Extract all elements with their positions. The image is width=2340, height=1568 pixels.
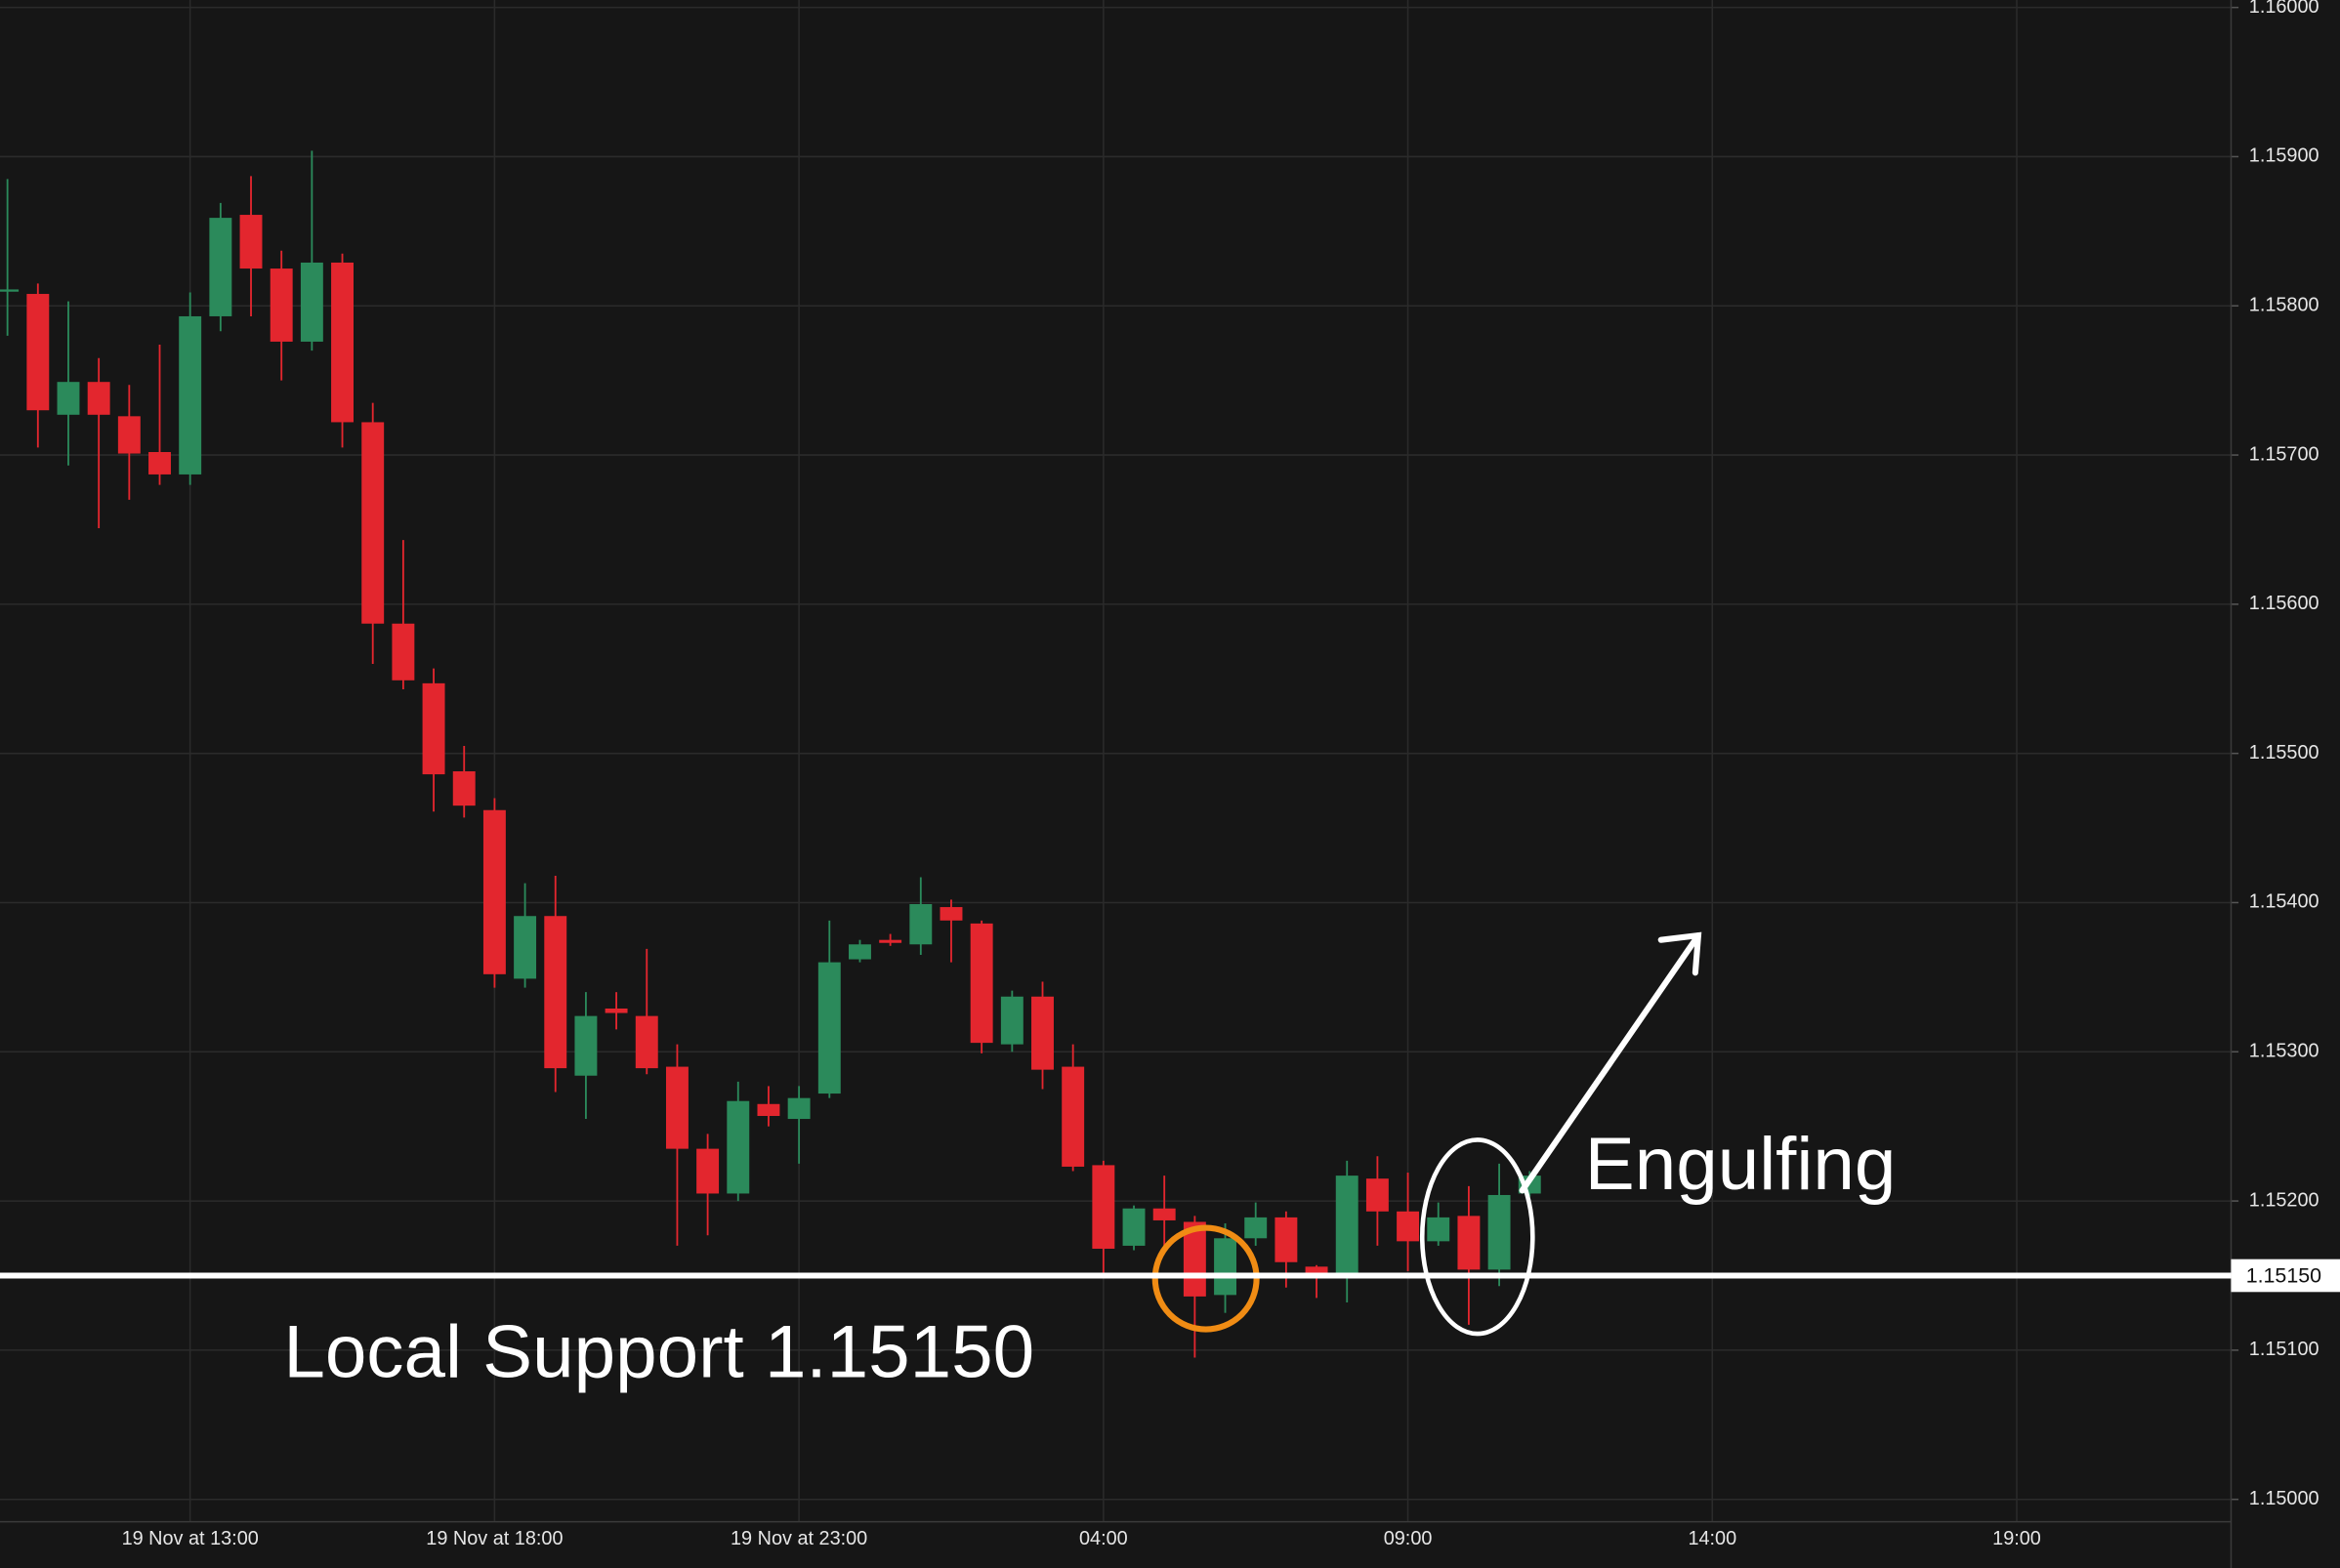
candle-body [1457, 1216, 1481, 1270]
candle-body [849, 944, 871, 960]
candle-body [1365, 1178, 1389, 1212]
candle-body [574, 1015, 598, 1076]
candle-body [970, 923, 993, 1044]
y-tick-label: 1.15500 [2249, 742, 2319, 763]
candle-body [270, 268, 293, 342]
candle-body [179, 315, 202, 475]
candle-body [1335, 1176, 1358, 1276]
candle-body [1427, 1217, 1450, 1242]
candle-body [514, 916, 537, 979]
y-tick-label: 1.16000 [2249, 0, 2319, 18]
y-tick-label: 1.15900 [2249, 145, 2319, 167]
candle-body [361, 422, 385, 624]
arrow [1519, 931, 1702, 1194]
y-tick-label: 1.15400 [2249, 891, 2319, 913]
candle-body [300, 262, 323, 342]
candle-body [1487, 1194, 1511, 1270]
candle-body [422, 682, 445, 775]
x-tick-label: 04:00 [1079, 1528, 1128, 1549]
candle-body [1092, 1165, 1115, 1249]
highlight-ellipse [1419, 1137, 1535, 1337]
y-tick-label: 1.15200 [2249, 1189, 2319, 1211]
candle-body [117, 416, 141, 454]
candles [0, 150, 1541, 1358]
candle-body [1305, 1266, 1328, 1276]
candle-body [0, 289, 20, 292]
x-tick-label: 19 Nov at 23:00 [731, 1528, 867, 1549]
candle-body [787, 1097, 811, 1120]
y-tick-label: 1.15800 [2249, 295, 2319, 316]
x-tick-label: 19:00 [1992, 1528, 2041, 1549]
candle-body [1274, 1217, 1298, 1262]
candle-body [757, 1103, 780, 1116]
candle-body [1244, 1217, 1268, 1239]
y-tick-label: 1.15600 [2249, 593, 2319, 614]
candle-body [665, 1066, 689, 1149]
candle-body [57, 382, 80, 415]
support-label-box [2231, 1259, 2340, 1293]
candle-body [605, 1008, 628, 1013]
candle-body [1122, 1208, 1146, 1246]
engulfing-annotation: Engulfing [1585, 1123, 1897, 1206]
y-tick-label: 1.15100 [2249, 1339, 2319, 1360]
candle-body [1214, 1238, 1236, 1296]
x-tick-label: 19 Nov at 18:00 [426, 1528, 563, 1549]
candle-body [696, 1148, 720, 1194]
candle-body [331, 262, 354, 423]
support-annotation: Local Support 1.15150 [283, 1311, 1034, 1394]
y-tick-label: 1.15000 [2249, 1488, 2319, 1509]
y-tick-label: 1.15700 [2249, 443, 2319, 465]
overlays: 1.15150 [0, 1259, 2340, 1293]
y-tick-label: 1.15300 [2249, 1041, 2319, 1062]
x-tick-label: 19 Nov at 13:00 [122, 1528, 259, 1549]
x-tick-label: 14:00 [1688, 1528, 1736, 1549]
candle-body [1397, 1211, 1420, 1242]
candle-body [1062, 1066, 1085, 1167]
candle-body [879, 939, 902, 943]
candle-body [239, 215, 263, 269]
candle-body [482, 809, 506, 974]
candle-body [1000, 996, 1024, 1045]
candle-body [635, 1015, 658, 1069]
candle-body [26, 294, 50, 411]
x-tick-label: 09:00 [1384, 1528, 1433, 1549]
candle-body [544, 916, 567, 1069]
candle-body [1031, 996, 1054, 1070]
candle-body [1152, 1208, 1176, 1220]
candle-body [909, 904, 933, 945]
candle-body [727, 1100, 750, 1194]
candle-body [817, 962, 841, 1094]
support-label: 1.15150 [2246, 1264, 2321, 1288]
candle-body [452, 771, 476, 806]
candle-body [940, 907, 963, 921]
candle-body [209, 218, 232, 316]
candle-body [392, 623, 415, 681]
candle-body [148, 452, 171, 475]
candle-body [87, 382, 110, 415]
